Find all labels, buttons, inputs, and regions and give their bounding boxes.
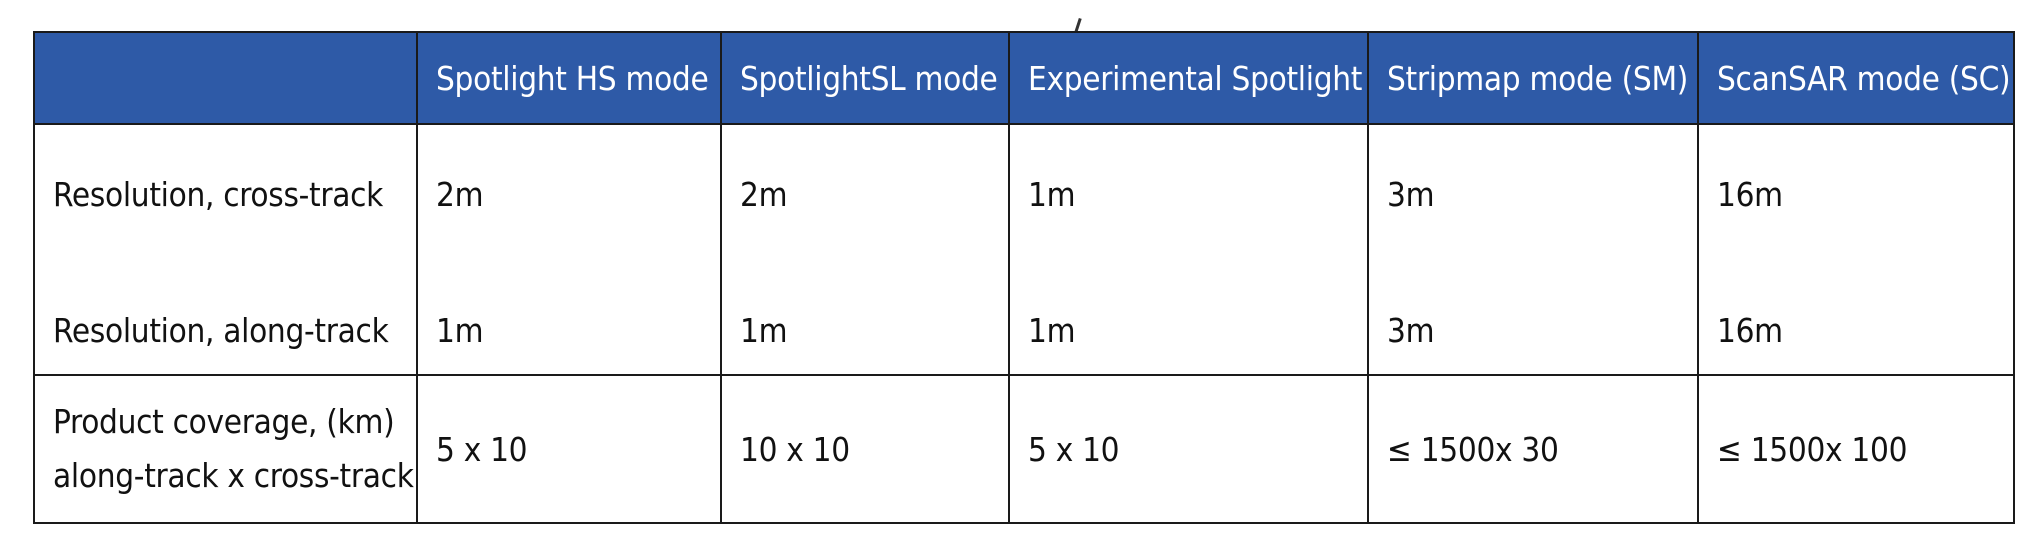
value-along-track: 1m — [740, 311, 788, 350]
cell-coverage: ≤ 1500x 100 — [1697, 374, 2015, 524]
cell-coverage: ≤ 1500x 30 — [1367, 374, 1699, 524]
value-cross-track: 2m — [740, 175, 788, 214]
label-coverage-line1: Product coverage, (km) — [53, 402, 395, 441]
header-empty — [33, 31, 418, 125]
cell-coverage: 5 x 10 — [416, 374, 722, 524]
header-experimental-spotlight: Experimental Spotlight — [1008, 31, 1369, 125]
cell-resolution: 16m 16m — [1697, 123, 2015, 376]
sar-modes-table: Spotlight HS mode SpotlightSL mode Exper… — [33, 31, 2015, 524]
value-along-track: 1m — [1028, 311, 1076, 350]
value-along-track: 1m — [436, 311, 484, 350]
label-along-track: Resolution, along-track — [53, 311, 389, 350]
label-cross-track: Resolution, cross-track — [53, 175, 384, 214]
header-scansar: ScanSAR mode (SC) — [1697, 31, 2015, 125]
value-along-track: 3m — [1387, 311, 1435, 350]
header-spotlight-hs: Spotlight HS mode — [416, 31, 722, 125]
header-spotlight-sl: SpotlightSL mode — [720, 31, 1010, 125]
label-coverage-line2: along-track x cross-track — [53, 456, 414, 495]
cell-resolution: 2m 1m — [720, 123, 1010, 376]
value-cross-track: 1m — [1028, 175, 1076, 214]
value-cross-track: 2m — [436, 175, 484, 214]
value-cross-track: 3m — [1387, 175, 1435, 214]
row-label-coverage: Product coverage, (km) along-track x cro… — [33, 374, 418, 524]
cell-resolution: 2m 1m — [416, 123, 722, 376]
coverage-row: Product coverage, (km) along-track x cro… — [33, 374, 2015, 524]
row-label-resolution: Resolution, cross-track Resolution, alon… — [33, 123, 418, 376]
cell-resolution: 1m 1m — [1008, 123, 1369, 376]
header-row: Spotlight HS mode SpotlightSL mode Exper… — [33, 31, 2015, 125]
cell-coverage: 5 x 10 — [1008, 374, 1369, 524]
header-stripmap: Stripmap mode (SM) — [1367, 31, 1699, 125]
value-along-track: 16m — [1717, 311, 1783, 350]
cell-coverage: 10 x 10 — [720, 374, 1010, 524]
resolution-row: Resolution, cross-track Resolution, alon… — [33, 123, 2015, 376]
value-cross-track: 16m — [1717, 175, 1783, 214]
cell-resolution: 3m 3m — [1367, 123, 1699, 376]
